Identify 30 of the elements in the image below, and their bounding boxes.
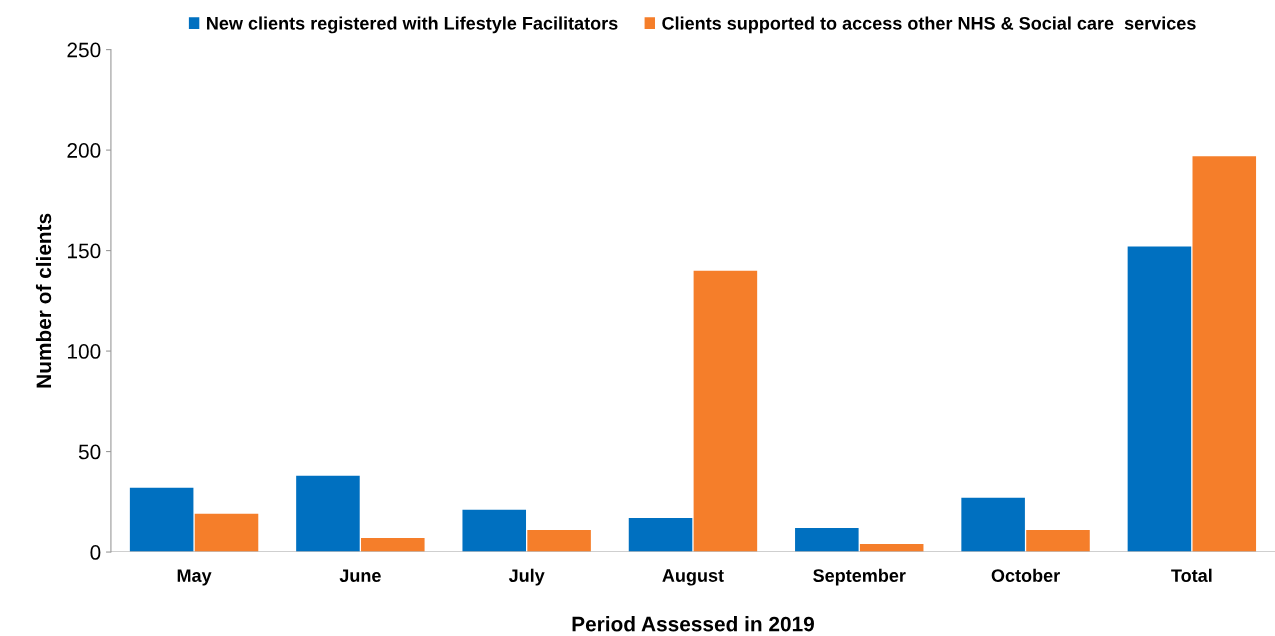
y-axis-title: Number of clients	[35, 213, 52, 388]
x-tick-label: September	[813, 568, 906, 586]
x-axis-title: Period Assessed in 2019	[572, 616, 814, 632]
bar	[795, 527, 859, 553]
x-tick-label: July	[508, 568, 545, 586]
bar	[296, 475, 360, 553]
x-tick-label: Total	[1171, 568, 1212, 582]
x-tick-label: August	[662, 569, 724, 586]
bar	[1026, 529, 1090, 553]
y-tick-label: 50	[78, 444, 101, 460]
legend-label: Clients supported to access other NHS & Social care services	[662, 16, 1196, 34]
y-tick-label: 150	[68, 243, 101, 259]
bar	[527, 529, 591, 553]
x-tick-label: May	[177, 569, 212, 586]
bar	[1192, 156, 1257, 553]
bar	[628, 517, 693, 553]
x-tick-label: June	[339, 569, 381, 582]
y-tick-label: 100	[68, 344, 101, 359]
bar	[129, 487, 194, 553]
bar	[1127, 246, 1192, 553]
y-tick-label: 200	[67, 143, 101, 158]
legend-label: New clients registered with Lifestyle Facilitators	[207, 16, 618, 34]
bar	[462, 509, 527, 553]
bar	[961, 497, 1025, 553]
bar	[194, 513, 259, 553]
y-tick-label: 0	[90, 545, 101, 560]
bar	[693, 270, 758, 553]
bar	[361, 537, 425, 553]
x-tick-label: October	[991, 568, 1060, 582]
y-tick-label: 250	[67, 42, 101, 58]
